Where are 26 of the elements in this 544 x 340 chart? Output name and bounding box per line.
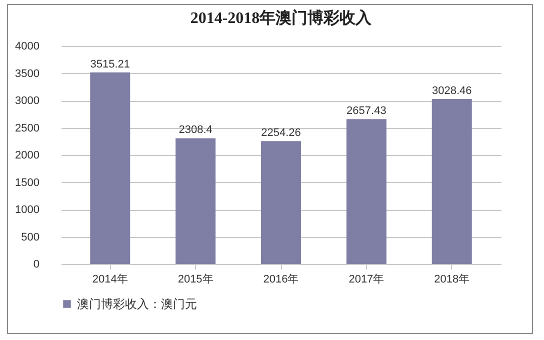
data-label: 3028.46 (432, 84, 472, 97)
y-tick-label: 4000 (15, 40, 40, 52)
bar (90, 72, 130, 264)
x-tick-label: 2017年 (348, 274, 384, 286)
y-tick-label: 0 (33, 258, 40, 270)
bar (261, 141, 301, 264)
data-label: 2308.4 (178, 124, 212, 136)
data-label: 2657.43 (346, 105, 386, 118)
y-tick-label: 1000 (15, 204, 40, 216)
bar (432, 98, 472, 264)
y-tick-label: 3000 (15, 95, 40, 107)
data-label: 3515.21 (90, 58, 130, 70)
x-tick-label: 2018年 (434, 274, 470, 286)
data-label: 2254.26 (261, 127, 301, 140)
legend-label: 澳门博彩收入：澳门元 (77, 297, 197, 311)
y-tick-label: 2000 (15, 150, 40, 162)
y-tick-label: 1500 (15, 176, 40, 189)
x-tick-label: 2015年 (178, 274, 214, 286)
x-tick-label: 2016年 (263, 274, 299, 286)
bar (346, 119, 386, 264)
bar (176, 138, 216, 264)
x-tick-label: 2014年 (92, 274, 128, 286)
chart-title: 2014-2018年澳门博彩收入 (190, 8, 373, 27)
y-tick-label: 3500 (15, 68, 40, 80)
y-tick-label: 500 (21, 231, 40, 244)
y-tick-label: 2500 (15, 122, 40, 134)
